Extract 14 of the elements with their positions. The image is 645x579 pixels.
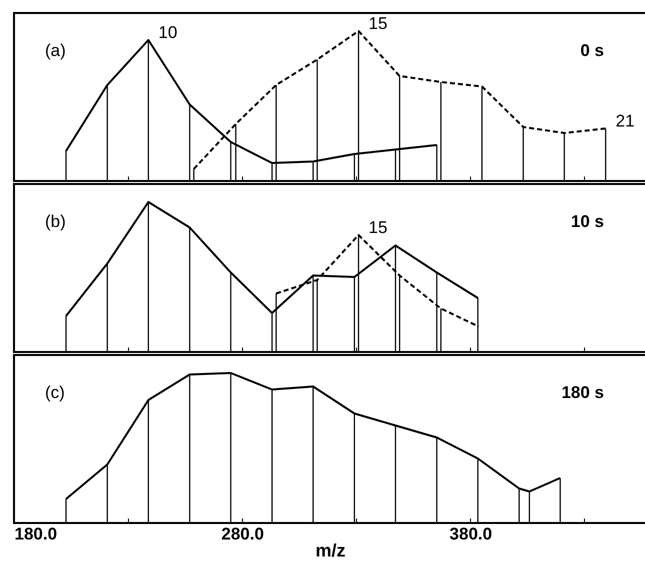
- x-tick-label: 180.0: [14, 524, 58, 544]
- x-axis-title: m/z: [315, 540, 346, 560]
- annotation: 15: [368, 14, 388, 33]
- annotation: (b): [45, 212, 66, 231]
- x-tick-label: 280.0: [221, 524, 264, 544]
- annotation: 15: [368, 218, 388, 237]
- annotation: (a): [45, 41, 66, 60]
- annotation: 10 s: [570, 212, 604, 231]
- annotation: 0 s: [580, 41, 604, 60]
- annotation: (c): [45, 383, 65, 402]
- annotation: 180 s: [561, 383, 604, 402]
- annotation: 21: [616, 112, 635, 130]
- x-tick-label: 380.0: [450, 524, 492, 544]
- annotation: 10: [158, 23, 178, 42]
